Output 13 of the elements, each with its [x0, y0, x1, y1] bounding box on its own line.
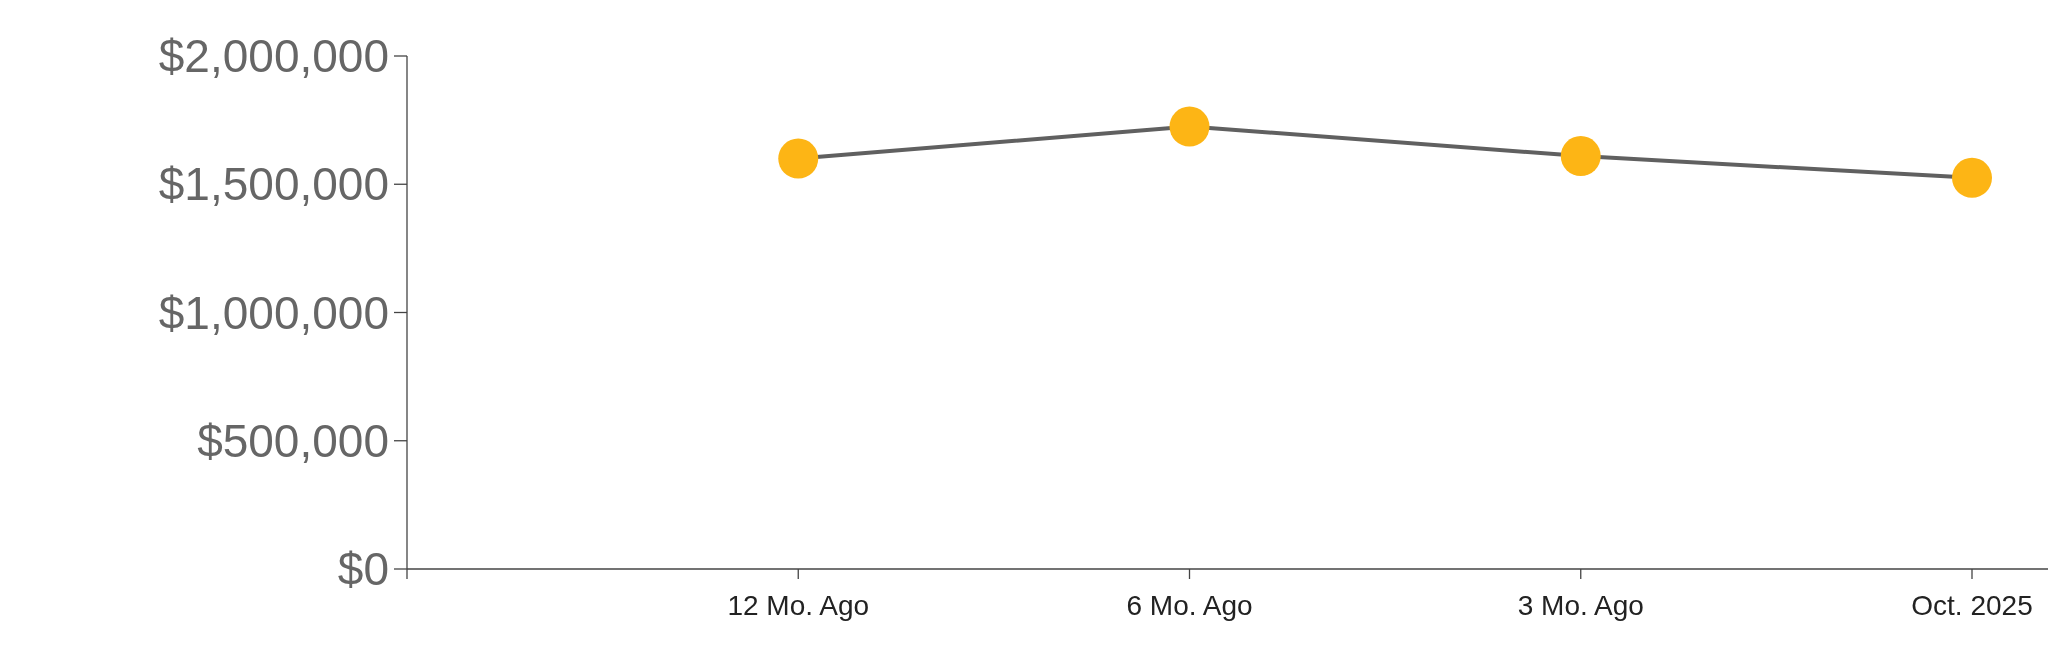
x-tick-label: 6 Mo. Ago	[1126, 590, 1253, 621]
y-tick-label: $500,000	[197, 414, 389, 467]
point	[1560, 136, 1601, 177]
point	[1952, 157, 1992, 198]
y-tick-label: $1,500,000	[158, 158, 389, 211]
y-tick-label: $1,000,000	[158, 286, 389, 339]
x-tick-label: 12 Mo. Ago	[727, 590, 870, 621]
point	[1169, 106, 1210, 147]
x-tick-label: 3 Mo. Ago	[1517, 590, 1644, 621]
y-tick-label: $2,000,000	[158, 30, 389, 83]
point	[778, 138, 819, 179]
x-tick-label: Oct. 2025	[1911, 590, 2033, 621]
y-tick-label: $0	[337, 543, 389, 596]
